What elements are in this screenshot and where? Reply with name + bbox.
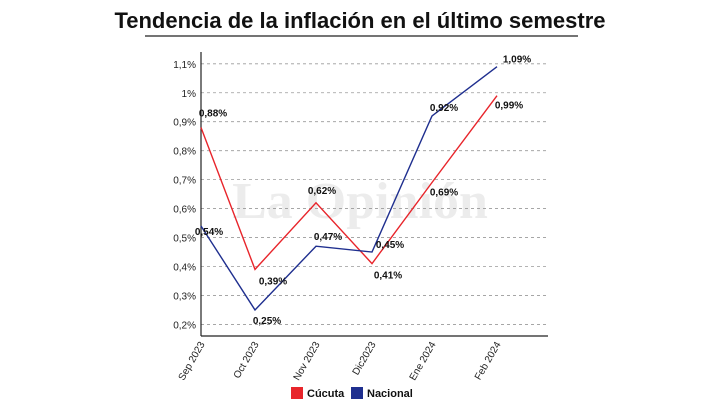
x-tick-label: Feb 2024 [473, 340, 504, 382]
data-label: 1,09% [503, 55, 531, 66]
y-tick-label: 1,1% [173, 60, 196, 71]
x-tick-label: Nov 2023 [292, 340, 323, 383]
data-label: 0,62% [308, 186, 336, 197]
data-label: 0,25% [253, 316, 281, 327]
y-tick-label: 0,2% [173, 320, 196, 331]
y-tick-label: 0,7% [173, 176, 196, 187]
data-label: 0,39% [259, 276, 287, 287]
y-tick-label: 0,8% [173, 147, 196, 158]
data-labels: 0,88% 0,39% 0,62% 0,41% 0,69% 0,99% 0,54% 0,25%… [195, 55, 531, 327]
data-label: 0,92% [430, 103, 458, 114]
legend-swatch [291, 387, 303, 399]
legend-label: Nacional [367, 388, 413, 400]
data-label: 0,47% [314, 232, 342, 243]
y-tick-label: 0,4% [173, 263, 196, 274]
y-tick-label: 0,9% [173, 118, 196, 129]
data-label: 0,69% [430, 188, 458, 199]
legend: Cúcuta Nacional [291, 387, 413, 400]
watermark: La Opinión [232, 173, 488, 230]
data-label: 0,41% [374, 271, 402, 282]
grid [201, 63, 548, 325]
y-tick-label: 0,6% [173, 205, 196, 216]
legend-swatch [351, 387, 363, 399]
legend-label: Cúcuta [307, 388, 345, 400]
data-label: 0,99% [495, 101, 523, 112]
series [200, 66, 498, 312]
data-label: 0,45% [376, 240, 404, 251]
data-label: 0,88% [199, 109, 227, 120]
y-tick-label: 0,5% [173, 234, 196, 245]
data-label: 0,54% [195, 227, 223, 238]
x-tick-label: Dic2023 [351, 340, 379, 378]
x-tick-label: Oct 2023 [232, 340, 262, 381]
series-line [200, 66, 498, 312]
x-tick-label: Ene 2024 [408, 340, 439, 383]
y-tick-label: 0,3% [173, 291, 196, 302]
x-tick-label: Sep 2023 [177, 340, 208, 383]
chart-title: Tendencia de la inflación en el último s… [114, 8, 605, 33]
y-tick-label: 1% [182, 89, 197, 100]
series-line [200, 95, 498, 271]
